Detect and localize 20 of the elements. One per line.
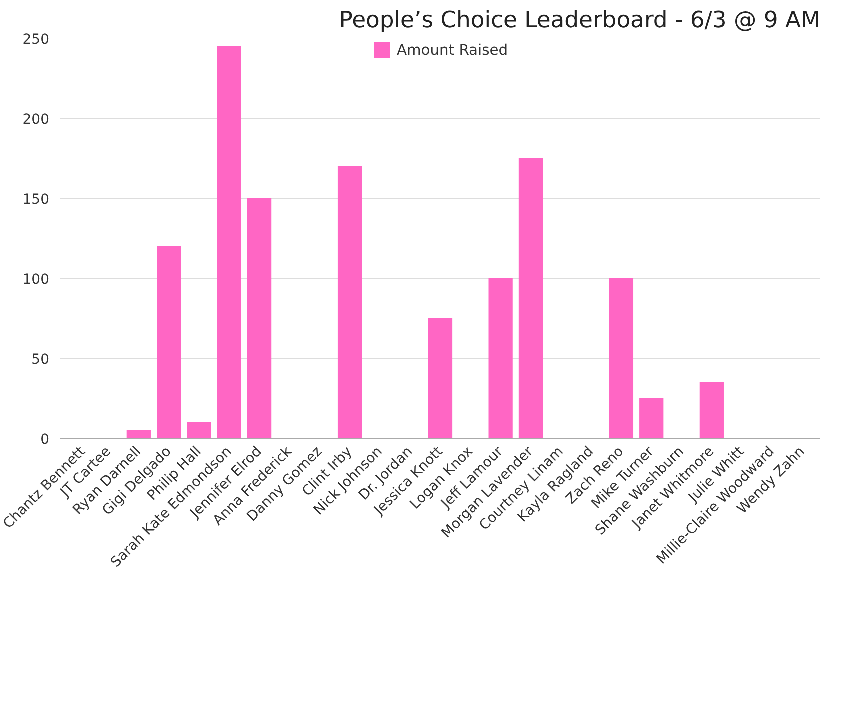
y-tick-label: 200 [22, 112, 50, 128]
bar [640, 398, 664, 438]
bar [428, 318, 453, 438]
y-tick-label: 250 [22, 32, 50, 48]
bar [338, 166, 362, 438]
bar [247, 198, 272, 438]
bar [187, 422, 212, 438]
chart-title: People’s Choice Leaderboard - 6/3 @ 9 AM [339, 8, 820, 34]
bar [157, 246, 182, 438]
legend-label: Amount Raised [396, 42, 508, 58]
y-tick-label: 100 [22, 272, 50, 288]
bar [609, 278, 634, 438]
bar [217, 46, 242, 438]
bar [518, 158, 544, 438]
y-tick-label: 150 [22, 192, 50, 208]
bar [126, 430, 151, 438]
y-tick-label: 50 [32, 352, 50, 368]
bar [700, 382, 724, 438]
bar [488, 278, 513, 438]
y-tick-label: 0 [40, 432, 50, 448]
